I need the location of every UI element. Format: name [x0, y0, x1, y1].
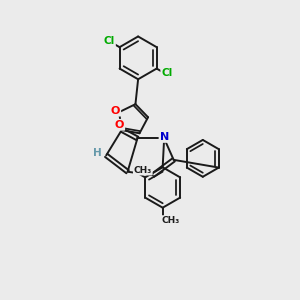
Text: CH₃: CH₃	[134, 166, 152, 175]
Text: N: N	[160, 132, 169, 142]
Text: H: H	[94, 148, 102, 158]
Text: O: O	[115, 120, 124, 130]
Text: Cl: Cl	[161, 68, 172, 78]
Text: O: O	[111, 106, 120, 116]
Text: Cl: Cl	[104, 36, 115, 46]
Text: CH₃: CH₃	[162, 216, 180, 225]
